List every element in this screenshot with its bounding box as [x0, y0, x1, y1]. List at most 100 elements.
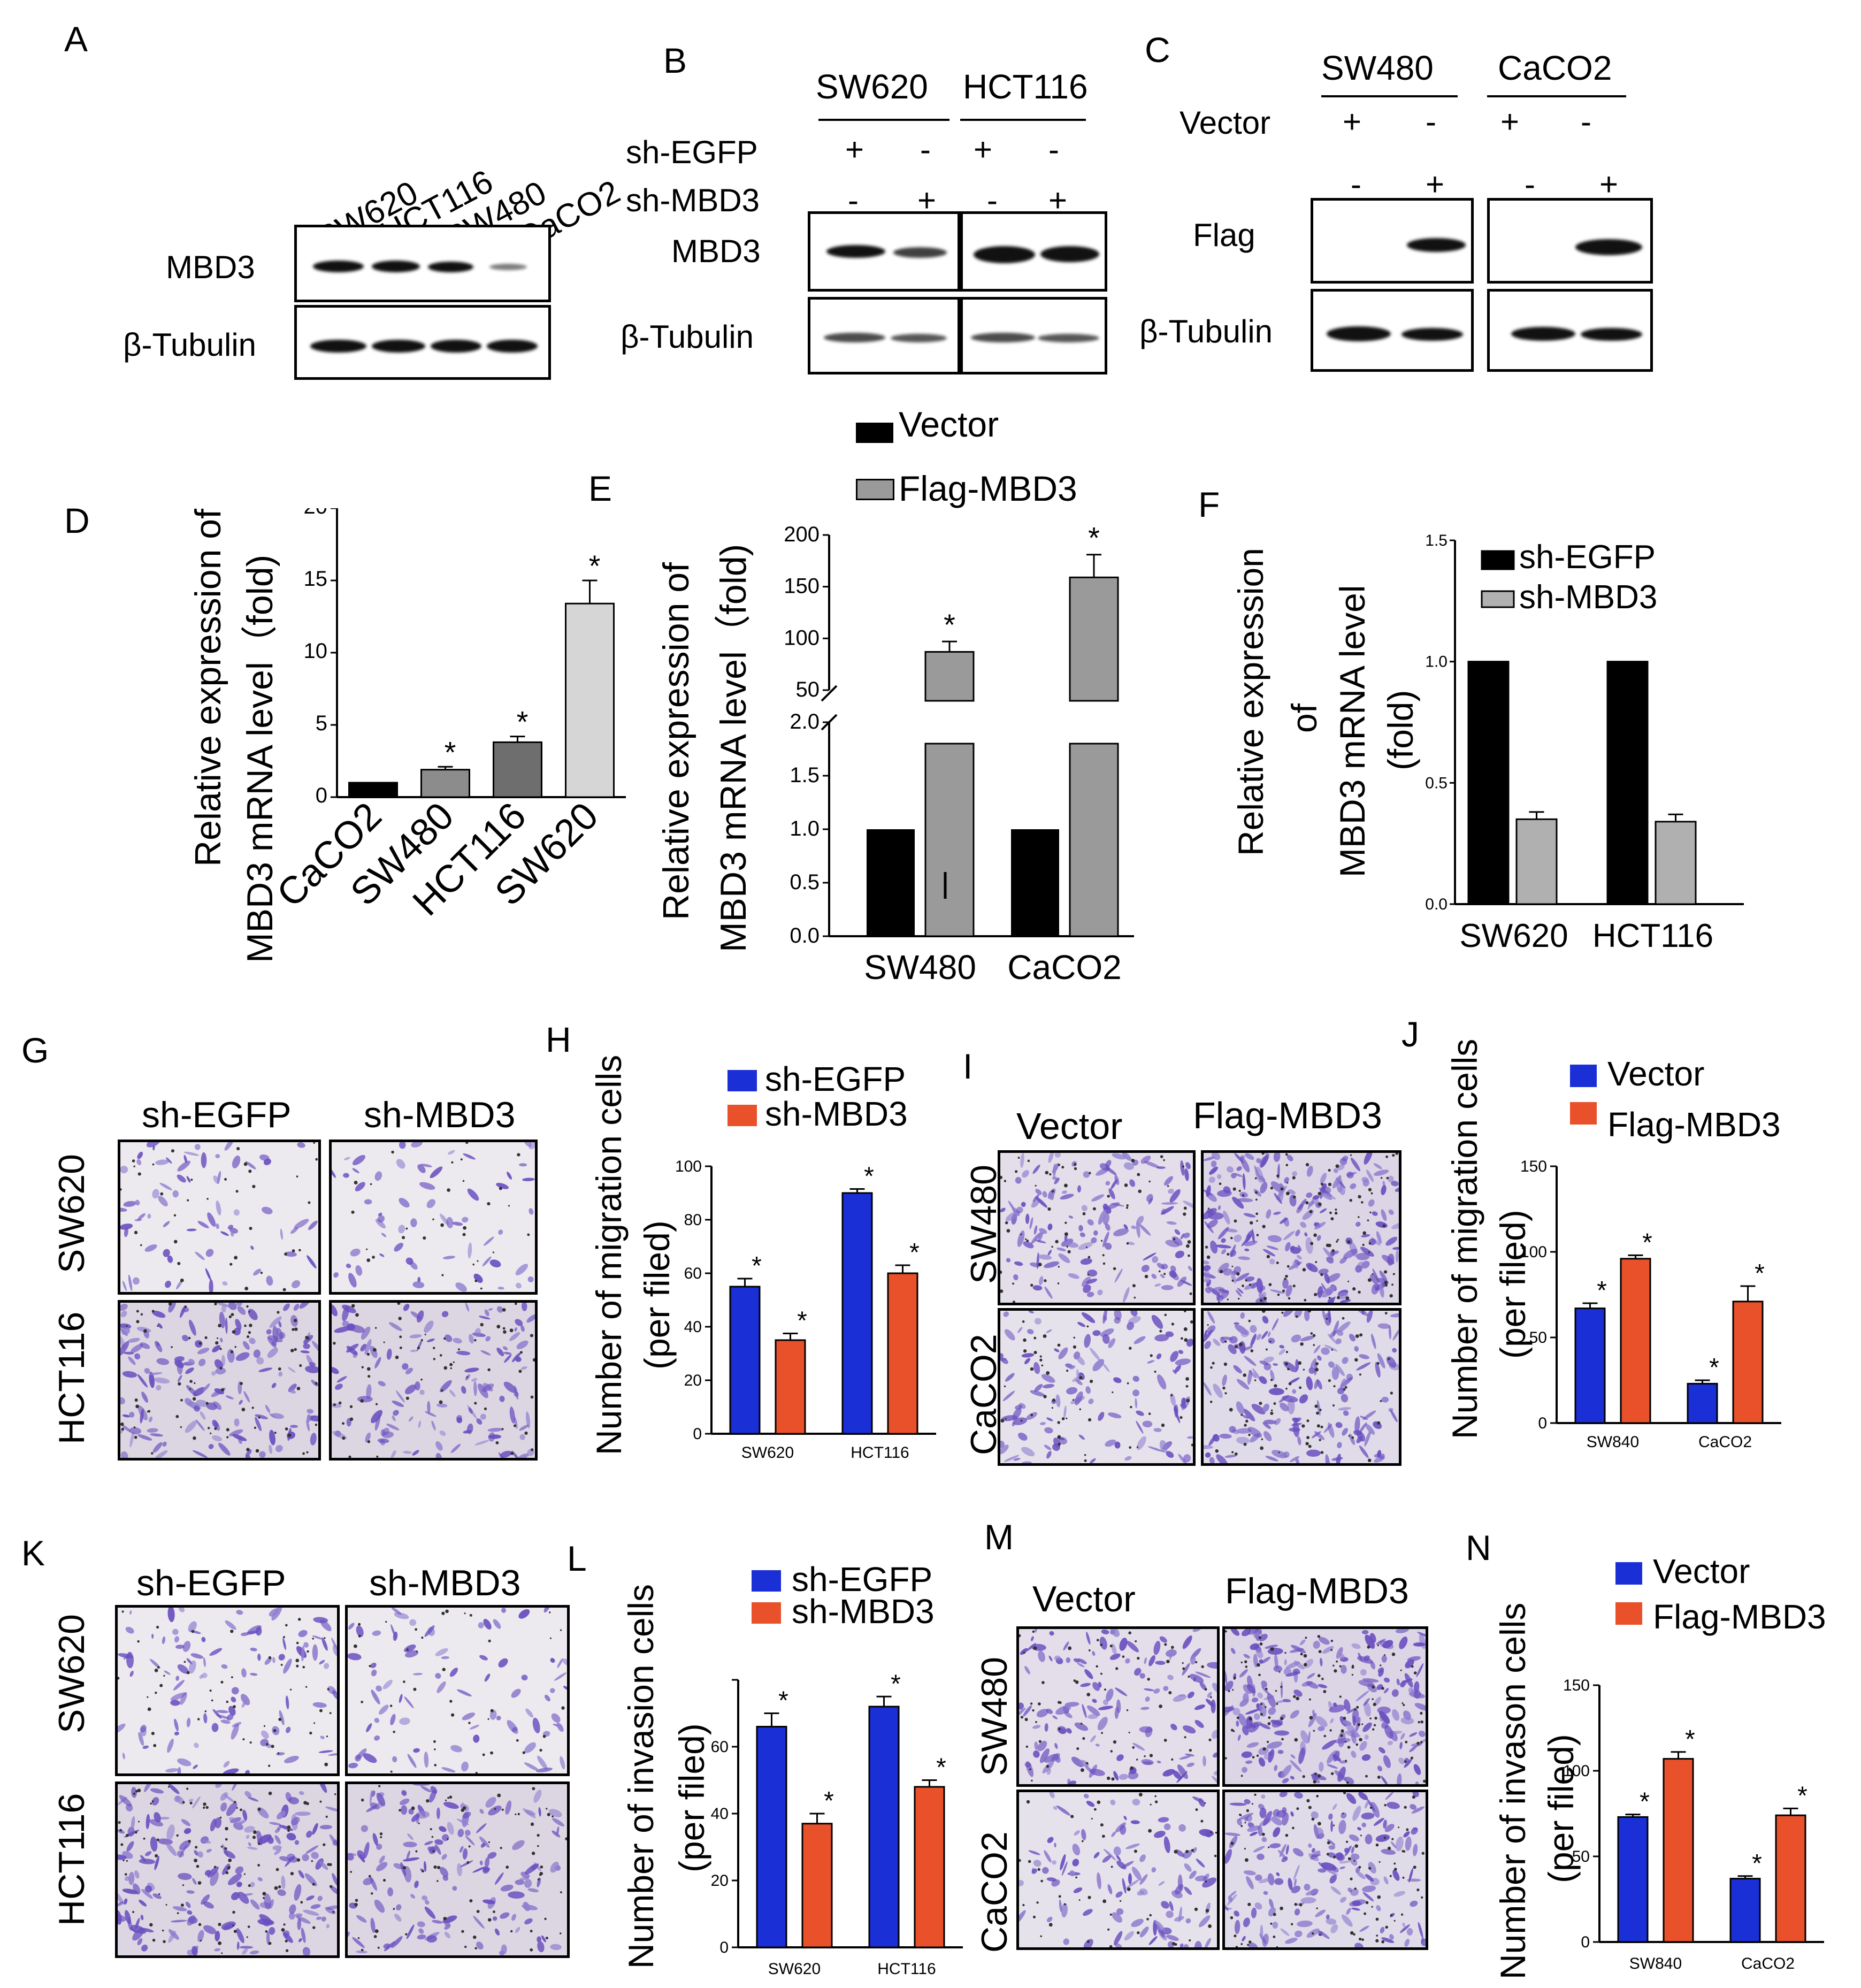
significance-marker: *	[589, 549, 601, 583]
chart-d: 05101520CaCO2*SW480*HCT116*SW620	[269, 508, 626, 924]
significance-marker: *	[864, 1163, 874, 1191]
panel-label-l: L	[567, 1539, 587, 1578]
cell-stain	[1000, 1153, 1193, 1303]
y-tick-label: 60	[684, 1265, 702, 1282]
y-tick-label: 1.5	[1425, 532, 1448, 549]
column-label: sh-EGFP	[136, 1563, 286, 1603]
bar	[756, 1726, 787, 1948]
cell-stain	[1000, 1311, 1193, 1463]
cell-stain	[120, 1142, 318, 1292]
y-axis-label: MBD3 mRNA level	[1332, 585, 1372, 877]
y-axis-label: Relative expression of	[188, 508, 228, 867]
cell-stain	[1225, 1792, 1426, 1947]
significance-marker: *	[778, 1687, 788, 1715]
x-tick-label: CaCO2	[1698, 1433, 1752, 1451]
legend-label: sh-EGFP	[765, 1060, 906, 1098]
cell-stain	[332, 1142, 535, 1292]
y-tick-label: 80	[684, 1211, 702, 1229]
cell-stain	[120, 1303, 318, 1458]
cell-stain	[348, 1784, 567, 1955]
chart-e: 0.0 0.5 1.0 1.5 2.0 50 100 150 200 * SW480 * CaCO2	[784, 521, 1134, 987]
bar	[1617, 1816, 1649, 1943]
y-tick-label: 1.0	[1425, 653, 1448, 671]
y-tick-label: 40	[684, 1318, 702, 1336]
micrograph	[329, 1300, 538, 1461]
condition-label: sh-MBD3	[626, 182, 760, 218]
significance-marker: *	[891, 1670, 901, 1698]
bar	[420, 769, 470, 798]
chart-n: 0 50 100 150 * * SW840 * * CaCO2	[1563, 1677, 1824, 1972]
bar	[1069, 743, 1119, 937]
legend-label: sh-EGFP	[1519, 539, 1656, 576]
panel-label-m: M	[984, 1517, 1014, 1557]
y-tick-label: 1.0	[790, 817, 820, 840]
legend-label: Flag-MBD3	[899, 469, 1077, 508]
western-blot-mbd3	[808, 211, 960, 292]
row-label: SW620	[51, 1154, 92, 1273]
bar	[1775, 1814, 1806, 1943]
legend-swatch	[727, 1070, 757, 1091]
legend-label: Flag-MBD3	[1653, 1597, 1826, 1636]
y-tick-label: 0	[693, 1425, 702, 1443]
bar	[1515, 818, 1558, 905]
y-tick-label: 150	[1520, 1158, 1547, 1175]
micrograph	[345, 1781, 570, 1958]
significance-marker: *	[1640, 1788, 1650, 1816]
western-blot-flag	[1487, 198, 1653, 284]
blot-row-label: MBD3	[671, 233, 761, 269]
axis-break	[821, 685, 838, 702]
y-axis-label: MBD3 mRNA level（fold)	[713, 544, 754, 952]
legend-label: Vector	[1607, 1054, 1705, 1093]
x-tick-label: SW480	[864, 948, 976, 987]
panel-label-g: G	[21, 1030, 49, 1070]
blot-row-label: β-Tubulin	[621, 319, 754, 355]
x-tick-label: SW620	[768, 1960, 821, 1978]
micrograph	[1222, 1626, 1428, 1787]
panel-label-k: K	[21, 1533, 45, 1573]
condition-label: Vector	[1180, 105, 1271, 141]
legend-swatch	[1615, 1602, 1642, 1625]
chart-l: 0 20 40 60 * * SW620 * * HCT116	[711, 1670, 963, 1978]
y-axis-label: Number of invasion cells	[621, 1584, 661, 1969]
western-blot-mbd3	[960, 211, 1107, 292]
bar	[801, 1823, 833, 1948]
y-tick-label: 150	[1563, 1677, 1590, 1694]
y-tick-label: 100	[675, 1158, 702, 1175]
row-label: CaCO2	[974, 1831, 1015, 1953]
y-tick-label: 0.5	[1425, 774, 1448, 792]
panel-label-i: I	[963, 1046, 973, 1086]
cell-stain	[1204, 1311, 1399, 1463]
y-tick-label: 100	[1520, 1243, 1547, 1261]
legend-label: Vector	[1653, 1552, 1750, 1591]
cell-stain	[118, 1784, 337, 1955]
y-tick-label: 200	[784, 523, 820, 546]
y-tick-label: 50	[1572, 1848, 1590, 1865]
western-blot-mbd3	[294, 225, 551, 302]
bar	[729, 1286, 761, 1435]
condition-label: sh-EGFP	[626, 134, 758, 170]
y-axis-label: of	[1284, 703, 1324, 733]
y-tick-label: 60	[711, 1738, 729, 1756]
micrograph	[998, 1150, 1196, 1305]
significance-marker: *	[1755, 1259, 1765, 1288]
cell-stain	[1019, 1629, 1217, 1784]
y-tick-label: 0.0	[1425, 896, 1448, 913]
legend-label: sh-MBD3	[792, 1592, 935, 1631]
legend-label: Vector	[899, 404, 999, 444]
micrograph	[1016, 1626, 1220, 1787]
western-blot-tubulin	[960, 297, 1107, 374]
bar	[775, 1339, 806, 1435]
y-tick-label: 0	[1538, 1414, 1547, 1432]
legend-swatch	[1481, 590, 1515, 608]
y-tick-label: 50	[796, 678, 820, 701]
column-label: sh-EGFP	[142, 1095, 292, 1135]
bar	[867, 829, 915, 936]
cell-stain	[1019, 1792, 1217, 1947]
bar	[565, 602, 615, 798]
western-blot-tubulin	[294, 305, 551, 380]
legend-label: sh-EGFP	[792, 1560, 933, 1599]
micrograph	[1201, 1308, 1402, 1466]
significance-marker: *	[936, 1754, 946, 1782]
blot-row-label: MBD3	[166, 249, 255, 285]
